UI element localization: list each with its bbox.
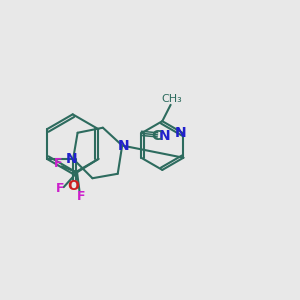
Text: F: F [54, 158, 62, 170]
Text: F: F [77, 190, 85, 202]
Text: C: C [151, 129, 161, 143]
Text: F: F [56, 182, 64, 195]
Text: N: N [175, 126, 186, 140]
Text: N: N [158, 129, 170, 143]
Text: N: N [118, 139, 130, 152]
Text: CH₃: CH₃ [162, 94, 182, 104]
Text: N: N [66, 152, 77, 166]
Text: O: O [67, 179, 79, 193]
